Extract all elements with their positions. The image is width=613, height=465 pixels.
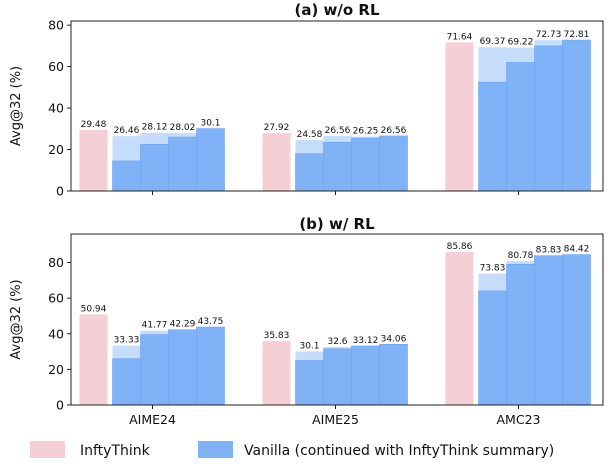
data-label-vanilla: 72.81: [564, 30, 590, 40]
data-label-vanilla: 26.56: [381, 126, 407, 136]
bar-inftythink: [79, 314, 108, 405]
y-tick-label: 0: [56, 184, 64, 199]
data-label-vanilla: 69.37: [480, 37, 506, 47]
x-tick-label: AMC23: [497, 412, 541, 427]
y-tick-label: 0: [56, 398, 64, 413]
data-label-vanilla: 72.73: [536, 30, 562, 40]
bar-vanilla-base: [562, 254, 591, 406]
data-label-vanilla: 84.42: [564, 245, 590, 255]
data-label-inftythink: 71.64: [447, 32, 473, 42]
bar-vanilla-base: [295, 360, 324, 406]
bar-vanilla-base: [323, 141, 352, 192]
data-label-vanilla: 34.06: [381, 334, 407, 344]
bar-inftythink: [262, 133, 291, 191]
plot-frame: [70, 233, 604, 406]
data-label-inftythink: 27.92: [264, 123, 290, 133]
bar-vanilla-base: [534, 255, 563, 406]
data-label-vanilla: 73.83: [480, 263, 506, 273]
bar-vanilla-base: [562, 39, 591, 192]
bar-vanilla-base: [196, 128, 225, 192]
legend-swatch-vanilla: [198, 441, 233, 458]
y-tick-label: 40: [48, 101, 64, 116]
bar-vanilla-base: [140, 334, 169, 406]
y-tick-label: 80: [48, 255, 64, 270]
bar-vanilla-base: [112, 358, 141, 406]
bar-vanilla-base: [379, 135, 408, 192]
bar-inftythink: [445, 42, 474, 191]
bar-vanilla-base: [379, 344, 408, 406]
bar-vanilla-base: [478, 81, 507, 192]
bar-inftythink: [445, 252, 474, 405]
bar-vanilla-base: [351, 345, 380, 406]
y-tick-label: 60: [48, 59, 64, 74]
data-label-vanilla: 30.1: [200, 119, 220, 129]
panel-with-rl: (b) w/ RL Avg@32 (%) 0 20 40 60 80 50.94 33.3341…: [9, 215, 604, 427]
data-label-vanilla: 83.83: [536, 246, 562, 256]
bar-vanilla-base: [351, 137, 380, 192]
bar-vanilla-base: [168, 136, 197, 192]
bar-vanilla-base: [196, 326, 225, 406]
legend-label-inftythink: InftyThink: [80, 443, 151, 459]
x-tick-label: AIME25: [312, 412, 359, 427]
plot-frame: [70, 20, 604, 192]
y-tick-label: 20: [48, 362, 64, 377]
data-label-vanilla: 43.75: [198, 317, 224, 327]
bar-vanilla-base: [506, 62, 535, 192]
data-label-vanilla: 80.78: [508, 251, 534, 261]
data-label-vanilla: 26.25: [353, 127, 379, 137]
y-tick-label: 20: [48, 142, 64, 157]
data-label-vanilla: 26.56: [325, 126, 351, 136]
data-label-vanilla: 28.02: [170, 123, 196, 133]
bar-vanilla-base: [506, 263, 535, 406]
data-label-vanilla: 28.12: [142, 123, 168, 133]
panel-title: (b) w/ RL: [299, 215, 375, 233]
panel-title: (a) w/o RL: [294, 1, 379, 19]
bar-vanilla-base: [323, 348, 352, 406]
legend-swatch-inftythink: [30, 441, 65, 458]
data-label-vanilla: 69.22: [508, 37, 534, 47]
data-label-vanilla: 30.1: [299, 341, 319, 351]
bar-vanilla-base: [534, 45, 563, 192]
data-label-vanilla: 33.12: [353, 336, 379, 346]
data-label-inftythink: 35.83: [264, 331, 290, 341]
y-tick-label: 80: [48, 18, 64, 33]
data-label-inftythink: 50.94: [81, 304, 107, 314]
data-label-vanilla: 41.77: [142, 321, 168, 331]
bar-vanilla-base: [112, 160, 141, 192]
data-label-vanilla: 24.58: [297, 130, 323, 140]
x-tick-label: AIME24: [129, 412, 176, 427]
data-label-vanilla: 26.46: [114, 126, 140, 136]
y-tick-label: 40: [48, 326, 64, 341]
data-label-vanilla: 32.6: [327, 337, 347, 347]
bar-vanilla-base: [478, 290, 507, 406]
bar-inftythink: [262, 341, 291, 405]
legend: InftyThink Vanilla (continued with Infty…: [30, 441, 554, 459]
bar-inftythink: [79, 129, 108, 191]
bar-vanilla-base: [295, 153, 324, 192]
data-label-vanilla: 42.29: [170, 320, 196, 330]
data-label-vanilla: 33.33: [114, 336, 140, 346]
y-axis-label: Avg@32 (%): [9, 279, 24, 359]
y-axis-label: Avg@32 (%): [9, 66, 24, 146]
data-label-inftythink: 85.86: [447, 242, 473, 252]
bar-vanilla-base: [140, 144, 169, 192]
data-label-inftythink: 29.48: [81, 120, 107, 130]
bar-vanilla-base: [168, 329, 197, 406]
legend-label-vanilla: Vanilla (continued with InftyThink summa…: [244, 443, 554, 459]
y-tick-label: 60: [48, 291, 64, 306]
